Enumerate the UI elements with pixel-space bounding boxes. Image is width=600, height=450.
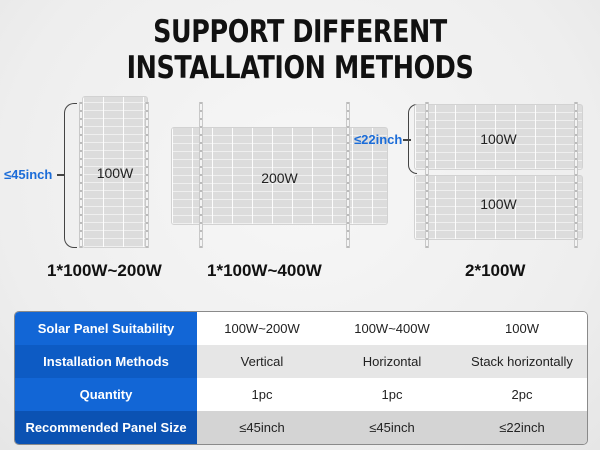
solar-panel: 100W <box>414 175 583 240</box>
table-cell: 2pc <box>457 378 587 411</box>
panel-wattage: 100W <box>480 196 517 212</box>
table-cell: ≤45inch <box>197 411 327 444</box>
table-cell: ≤22inch <box>457 411 587 444</box>
caption-horizontal: 1*100W~400W <box>207 261 322 280</box>
table-cell: 100W <box>457 312 587 345</box>
panel-wattage: 100W <box>96 165 134 181</box>
dimension-label: ≤45inch <box>4 167 53 182</box>
table-cell: Vertical <box>197 345 327 378</box>
table-cell: 100W~400W <box>327 312 457 345</box>
table-cell: 100W~200W <box>197 312 327 345</box>
page-title: SUPPORT DIFFERENT INSTALLATION METHODS <box>126 14 474 86</box>
mounting-rail <box>346 102 350 248</box>
row-header-installation-methods: Installation Methods <box>15 345 197 378</box>
row-header-suitability: Solar Panel Suitability <box>15 312 197 345</box>
dimension-brace-tip <box>57 174 65 176</box>
solar-panel: 200W <box>171 127 388 225</box>
mounting-rail <box>425 102 429 248</box>
row-header-panel-size: Recommended Panel Size <box>15 411 197 444</box>
solar-panel: 100W <box>82 96 148 248</box>
comparison-table: Solar Panel Suitability 100W~200W 100W~4… <box>14 311 588 445</box>
caption-stack: 2*100W <box>465 261 526 280</box>
table-cell: Horizontal <box>327 345 457 378</box>
mounting-rail <box>145 102 149 248</box>
mounting-rail <box>199 102 203 248</box>
mounting-rail <box>79 102 83 248</box>
dimension-brace-tip <box>403 139 411 141</box>
panel-wattage: 200W <box>261 170 298 186</box>
table-cell: 1pc <box>197 378 327 411</box>
mounting-rail <box>574 102 578 248</box>
table-cell: 1pc <box>327 378 457 411</box>
table-cell: ≤45inch <box>327 411 457 444</box>
row-header-quantity: Quantity <box>15 378 197 411</box>
table-cell: Stack horizontally <box>457 345 587 378</box>
dimension-brace <box>64 103 77 248</box>
dimension-label: ≤22inch <box>354 132 403 147</box>
panel-wattage: 100W <box>480 131 517 147</box>
solar-panel: 100W <box>414 104 583 170</box>
caption-vertical: 1*100W~200W <box>47 261 162 280</box>
